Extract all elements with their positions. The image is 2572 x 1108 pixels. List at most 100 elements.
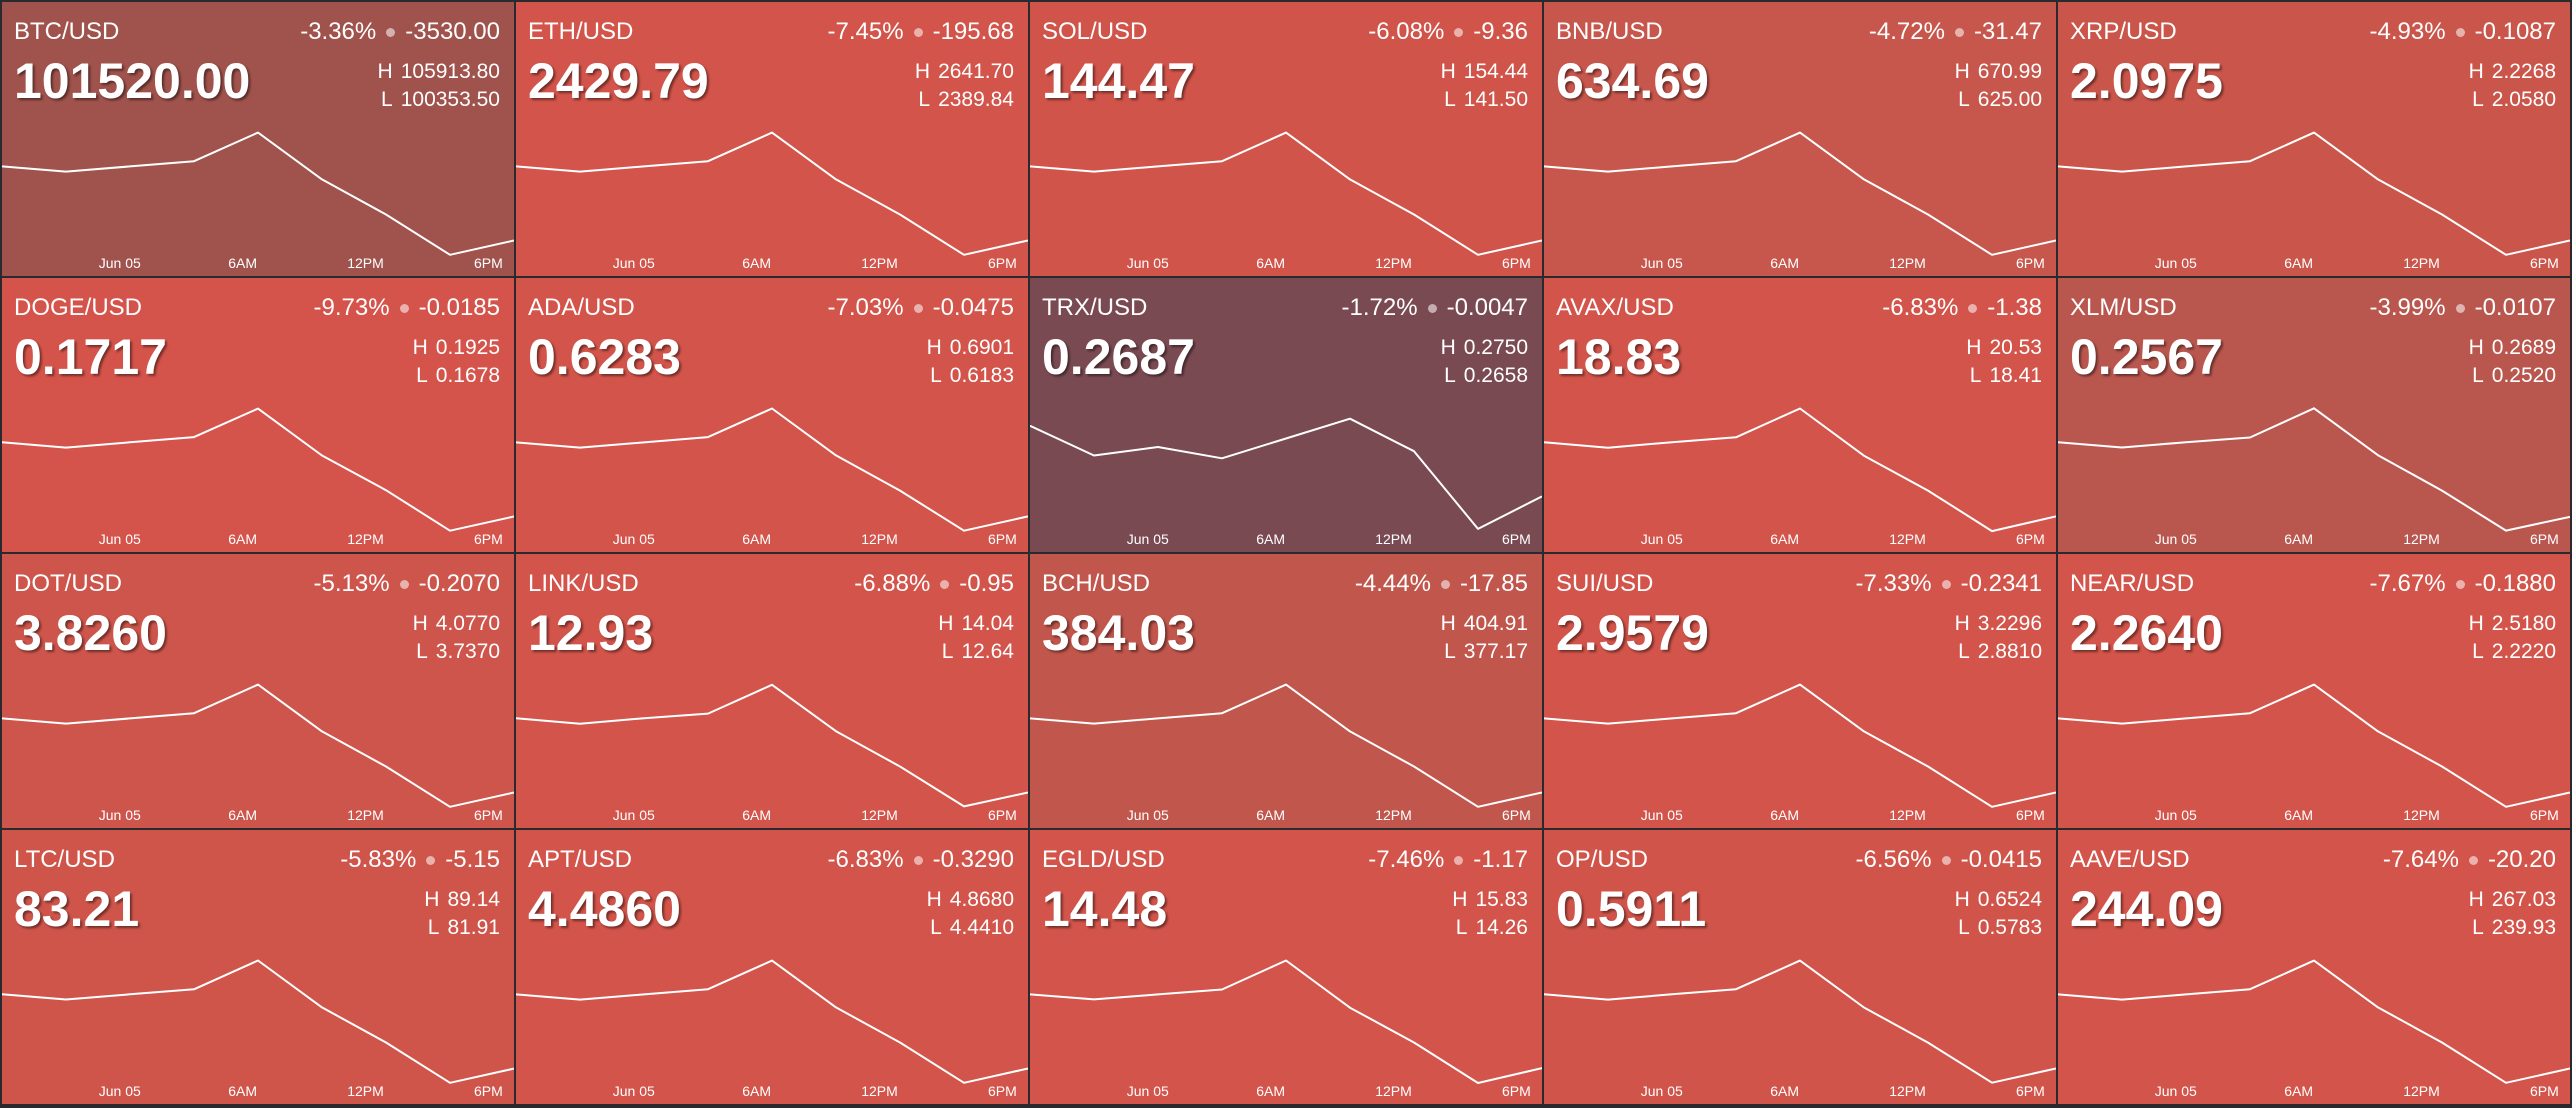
time-label: 6AM [742,807,771,823]
low: L 377.17 [1444,640,1528,664]
time-label: 6PM [2016,807,2045,823]
change-group: -3.36% -3530.00 [300,18,500,46]
symbol: AVAX/USD [1556,294,1674,321]
low-value: 0.6183 [949,364,1014,387]
low: L 0.5783 [1958,916,2042,940]
ticker-tile[interactable]: Jun 05 6AM 12PM 6PM XLM/USD -3.99% -0.0107 0.25… [2058,278,2570,552]
low-prefix: L [941,640,954,663]
low-prefix: L [1444,88,1456,111]
change-percent: -3.99% [2369,294,2446,321]
low: L 81.91 [428,916,500,940]
ticker-tile[interactable]: Jun 05 6AM 12PM 6PM DOGE/USD -9.73% -0.0185 0.1… [2,278,514,552]
time-label: 12PM [2403,1083,2440,1099]
time-label: 6PM [1502,255,1531,271]
low-prefix: L [918,88,931,111]
sparkline [2058,683,2570,808]
change-percent: -3.36% [300,18,377,45]
change-percent: -7.45% [827,18,904,45]
high-value: 14.04 [961,612,1014,635]
sparkline [2058,407,2570,532]
separator-dot [1454,27,1464,37]
change-percent: -6.83% [1882,294,1959,321]
time-label: 6AM [2284,531,2313,547]
price: 2.2640 [2070,605,2223,661]
separator-dot [2455,579,2465,589]
high: H 4.0770 [413,612,500,636]
low: L 0.2520 [2472,364,2556,388]
ticker-tile[interactable]: Jun 05 6AM 12PM 6PM APT/USD -6.83% -0.3290 4.48… [516,830,1028,1104]
ticker-tile[interactable]: Jun 05 6AM 12PM 6PM AAVE/USD -7.64% -20.20 244.… [2058,830,2570,1104]
sparkline [1030,959,1542,1084]
change-value: -0.0415 [1960,846,2042,873]
low-value: 14.26 [1475,916,1528,939]
time-label: 12PM [1889,255,1926,271]
time-label: 6AM [228,531,257,547]
high: H 267.03 [2469,888,2556,912]
high: H 20.53 [1966,336,2042,360]
time-label: 12PM [1375,807,1412,823]
separator-dot [1941,855,1951,865]
ticker-tile[interactable]: Jun 05 6AM 12PM 6PM AVAX/USD -6.83% -1.38 18.83… [1544,278,2056,552]
sparkline [2058,131,2570,256]
ticker-tile[interactable]: Jun 05 6AM 12PM 6PM NEAR/USD -7.67% -0.1880 2.2… [2058,554,2570,828]
low: L 12.64 [942,640,1014,664]
ticker-tile[interactable]: Jun 05 6AM 12PM 6PM BCH/USD -4.44% -17.85 384.0… [1030,554,1542,828]
low: L 2.8810 [1958,640,2042,664]
time-label: 6PM [474,255,503,271]
low-prefix: L [416,364,428,387]
high-prefix: H [377,60,393,83]
sparkline-chart: Jun 05 6AM 12PM 6PM [2,407,514,547]
change-value: -0.3290 [932,846,1014,873]
time-label: 6PM [1502,807,1531,823]
low-prefix: L [1444,364,1456,387]
sparkline [516,683,1028,808]
ticker-tile[interactable]: Jun 05 6AM 12PM 6PM DOT/USD -5.13% -0.2070 3.82… [2,554,514,828]
low-value: 2.2220 [2491,640,2556,663]
price: 0.2567 [2070,329,2223,385]
sparkline-chart: Jun 05 6AM 12PM 6PM [1544,407,2056,547]
time-label: Jun 05 [2155,531,2197,547]
time-label: 12PM [347,807,384,823]
high-prefix: H [938,612,954,635]
time-label: 12PM [1375,531,1412,547]
low: L 2389.84 [918,88,1014,112]
high-prefix: H [914,60,931,83]
sparkline [2,407,514,532]
high-prefix: H [1452,888,1468,911]
sparkline-chart: Jun 05 6AM 12PM 6PM [1030,131,1542,271]
time-label: 6PM [2016,255,2045,271]
ticker-tile[interactable]: Jun 05 6AM 12PM 6PM XRP/USD -4.93% -0.1087 2.09… [2058,2,2570,276]
change-value: -0.0475 [932,294,1014,321]
ticker-tile[interactable]: Jun 05 6AM 12PM 6PM BTC/USD -3.36% -3530.00 101… [2,2,514,276]
low-prefix: L [1958,88,1970,111]
time-label: Jun 05 [2155,807,2197,823]
change-value: -0.95 [959,570,1014,597]
ticker-tile[interactable]: Jun 05 6AM 12PM 6PM OP/USD -6.56% -0.0415 0.591… [1544,830,2056,1104]
low-value: 625.00 [1977,88,2042,111]
ticker-tile[interactable]: Jun 05 6AM 12PM 6PM TRX/USD -1.72% -0.0047 0.26… [1030,278,1542,552]
ticker-tile[interactable]: Jun 05 6AM 12PM 6PM BNB/USD -4.72% -31.47 634.6… [1544,2,2056,276]
high-value: 0.2750 [1463,336,1528,359]
low-prefix: L [930,916,942,939]
ticker-tile[interactable]: Jun 05 6AM 12PM 6PM LINK/USD -6.88% -0.95 12.93… [516,554,1028,828]
ticker-tile[interactable]: Jun 05 6AM 12PM 6PM SOL/USD -6.08% -9.36 144.47… [1030,2,1542,276]
time-label: 6AM [1770,255,1799,271]
ticker-tile[interactable]: Jun 05 6AM 12PM 6PM LTC/USD -5.83% -5.15 83.21 H… [2,830,514,1104]
time-label: 6PM [1502,1083,1531,1099]
symbol: OP/USD [1556,846,1649,873]
high-prefix: H [926,888,942,911]
change-group: -7.33% -0.2341 [1856,570,2042,598]
low-prefix: L [1969,364,1982,387]
sparkline [2,959,514,1084]
ticker-tile[interactable]: Jun 05 6AM 12PM 6PM EGLD/USD -7.46% -1.17 14.48… [1030,830,1542,1104]
high-value: 2.5180 [2491,612,2556,635]
change-group: -4.44% -17.85 [1355,570,1528,598]
sparkline-chart: Jun 05 6AM 12PM 6PM [1030,959,1542,1099]
high-value: 2641.70 [938,60,1014,83]
ticker-tile[interactable]: Jun 05 6AM 12PM 6PM ADA/USD -7.03% -0.0475 0.62… [516,278,1028,552]
time-label: 6PM [2530,1083,2559,1099]
ticker-tile[interactable]: Jun 05 6AM 12PM 6PM ETH/USD -7.45% -195.68 2429… [516,2,1028,276]
ticker-tile[interactable]: Jun 05 6AM 12PM 6PM SUI/USD -7.33% -0.2341 2.95… [1544,554,2056,828]
low-value: 141.50 [1463,88,1528,111]
high-prefix: H [2468,888,2484,911]
